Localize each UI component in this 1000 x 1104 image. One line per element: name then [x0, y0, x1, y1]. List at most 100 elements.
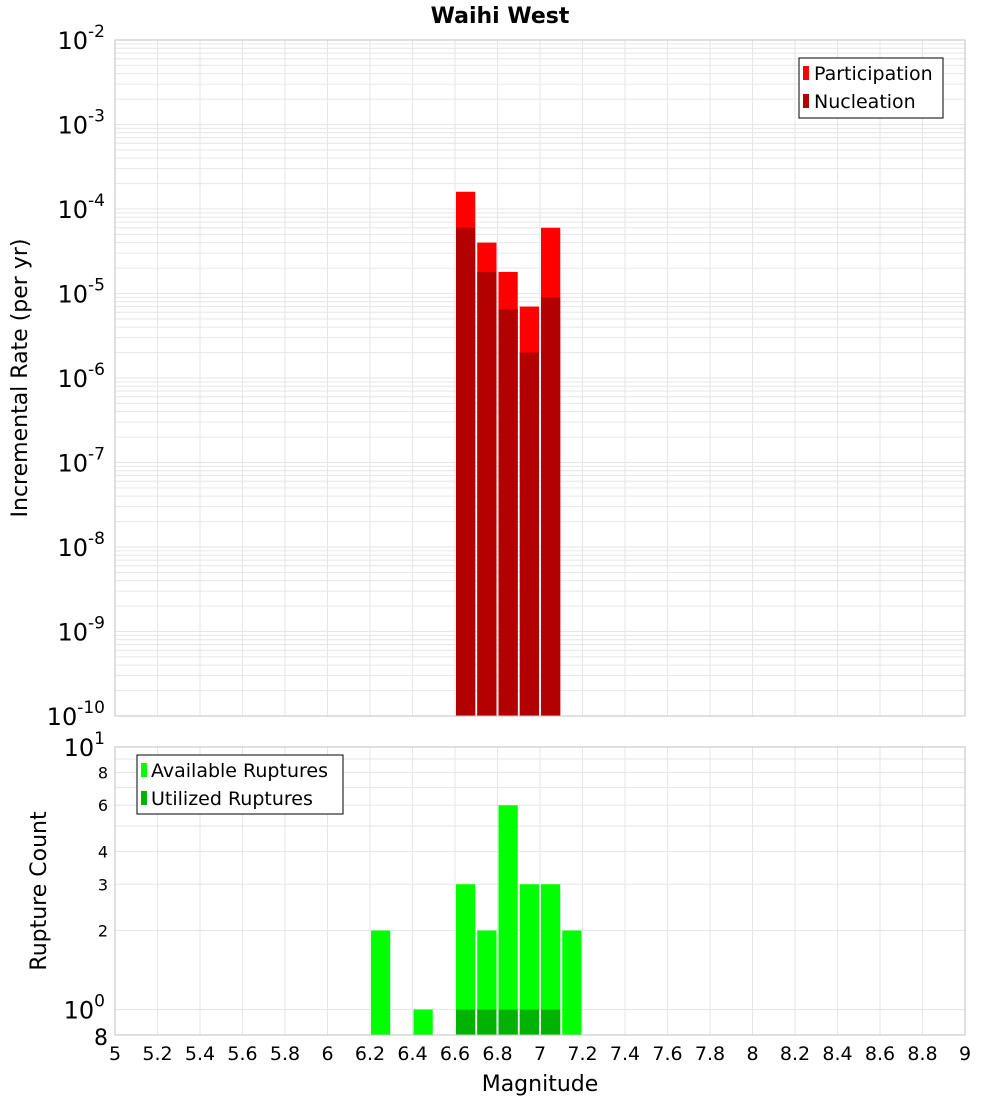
x-tick-label: 6.4	[397, 1043, 427, 1065]
bottom-legend: Available Ruptures Utilized Ruptures	[136, 754, 344, 815]
chart-title: Waihi West	[431, 4, 570, 29]
tick-base: 10	[58, 281, 89, 309]
grid-lines	[114, 40, 966, 1035]
tick-base: 10	[58, 619, 89, 647]
top-y-tick-label: 10-8	[58, 529, 106, 562]
tick-exponent: -7	[88, 445, 105, 465]
tick-exponent: -8	[88, 529, 105, 549]
x-tick-label: 5.6	[227, 1043, 257, 1065]
tick-base: 10	[64, 997, 95, 1025]
legend-swatch	[141, 763, 147, 777]
legend-swatch	[141, 791, 147, 805]
bottom-plot-border	[114, 746, 966, 1036]
tick-base: 10	[58, 365, 89, 393]
bottom-y-decade-label: 101	[64, 729, 105, 762]
x-tick-label: 7.6	[652, 1043, 682, 1065]
x-tick-label: 5	[109, 1043, 121, 1065]
available-ruptures-bar	[371, 930, 391, 1035]
tick-exponent: 0	[94, 992, 105, 1012]
x-axis-ticks: 5 5.2 5.4 5.6 5.8 6 6.2 6.4 6.6 6.8 7 7.2 7.4 7.6 7.8 8…	[109, 1043, 971, 1065]
nucleation-bar	[477, 271, 497, 716]
x-axis-title: Magnitude	[482, 1072, 599, 1097]
top-y-tick-label: 10-6	[58, 360, 106, 393]
available-ruptures-bar	[413, 1009, 433, 1035]
tick-exponent: -9	[88, 614, 105, 634]
x-tick-label: 8.2	[780, 1043, 810, 1065]
x-tick-label: 6	[321, 1043, 333, 1065]
utilized-ruptures-bar	[541, 1009, 561, 1035]
x-tick-label: 5.4	[185, 1043, 215, 1065]
nucleation-bar	[456, 227, 476, 716]
x-tick-label: 5.2	[142, 1043, 172, 1065]
legend-label: Participation	[814, 63, 933, 85]
bottom-bars	[371, 805, 582, 1035]
available-ruptures-bar	[562, 930, 582, 1035]
top-y-tick-label: 10-5	[58, 276, 106, 309]
utilized-ruptures-bar	[519, 1009, 539, 1035]
legend-label: Available Ruptures	[151, 760, 328, 782]
bottom-y-tick-label: 3	[98, 875, 108, 894]
tick-base: 10	[58, 27, 89, 55]
bottom-y-tick-label: 8	[94, 1026, 108, 1051]
x-tick-label: 8.6	[865, 1043, 895, 1065]
x-tick-label: 8.8	[907, 1043, 937, 1065]
top-y-tick-label: 10-4	[58, 191, 106, 224]
top-y-tick-label: 10-2	[58, 22, 106, 55]
tick-base: 10	[58, 450, 89, 478]
tick-base: 10	[47, 703, 78, 731]
legend-swatch	[803, 66, 809, 80]
tick-base: 10	[58, 534, 89, 562]
x-tick-label: 7.2	[567, 1043, 597, 1065]
bottom-y-tick-label: 8	[98, 763, 108, 782]
available-ruptures-bar	[519, 884, 539, 1035]
x-tick-label: 7.8	[695, 1043, 725, 1065]
tick-exponent: -6	[88, 360, 105, 380]
available-ruptures-bar	[541, 884, 561, 1035]
x-tick-label: 6.6	[440, 1043, 470, 1065]
x-tick-label: 8.4	[822, 1043, 852, 1065]
legend-label: Nucleation	[814, 91, 916, 113]
x-tick-label: 8	[746, 1043, 758, 1065]
top-y-tick-label: 10-9	[58, 614, 106, 647]
bottom-y-decade-label: 100	[64, 992, 105, 1025]
tick-exponent: -5	[88, 276, 105, 296]
available-ruptures-bar	[477, 930, 497, 1035]
x-tick-label: 7.4	[610, 1043, 640, 1065]
tick-exponent: -2	[88, 22, 105, 42]
top-y-tick-label: 10-7	[58, 445, 106, 478]
tick-exponent: -10	[77, 698, 105, 718]
bottom-y-tick-label: 2	[98, 922, 108, 941]
bottom-y-tick-label: 6	[98, 796, 108, 815]
tick-exponent: 1	[94, 729, 105, 749]
utilized-ruptures-bar	[477, 1009, 497, 1035]
legend-label: Utilized Ruptures	[151, 788, 313, 810]
utilized-ruptures-bar	[456, 1009, 476, 1035]
top-y-tick-label: 10-10	[47, 698, 105, 731]
top-y-tick-label: 10-3	[58, 107, 106, 140]
x-tick-label: 5.8	[270, 1043, 300, 1065]
available-ruptures-bar	[498, 805, 518, 1035]
tick-exponent: -4	[88, 191, 105, 211]
tick-base: 10	[58, 112, 89, 140]
nucleation-bar	[498, 309, 518, 716]
x-tick-label: 6.8	[482, 1043, 512, 1065]
tick-base: 10	[58, 196, 89, 224]
available-ruptures-bar	[456, 884, 476, 1035]
top-legend-box	[798, 57, 944, 119]
tick-exponent: -3	[88, 107, 105, 127]
x-tick-label: 7	[534, 1043, 546, 1065]
tick-base: 10	[64, 734, 95, 762]
top-bars	[456, 191, 561, 717]
x-tick-label: 6.2	[355, 1043, 385, 1065]
top-legend: Participation Nucleation	[798, 57, 944, 119]
top-plot-border	[114, 39, 966, 717]
bottom-legend-box	[136, 754, 344, 815]
nucleation-bar	[541, 297, 561, 716]
x-tick-label: 9	[959, 1043, 971, 1065]
legend-swatch	[803, 94, 809, 108]
utilized-ruptures-bar	[498, 1009, 518, 1035]
